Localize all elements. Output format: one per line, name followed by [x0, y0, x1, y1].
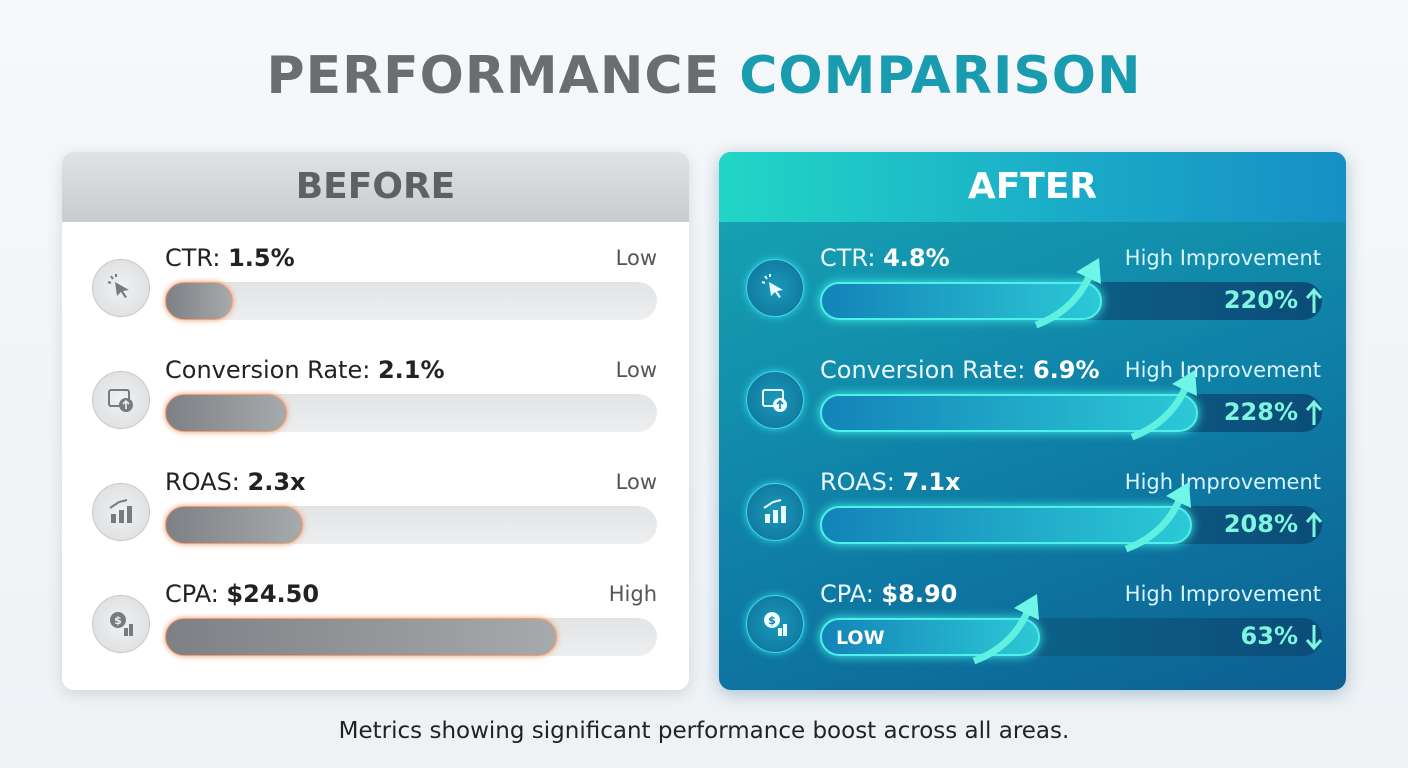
after-panel: AFTER CTR: 4.8% High Improvement 220% Conver… [719, 152, 1346, 690]
after-heading: AFTER [719, 152, 1346, 222]
metric-label: ROAS: 7.1x [820, 468, 961, 496]
bar-fill [165, 506, 303, 544]
icon-graphic [763, 499, 786, 523]
metric-label: ROAS: 2.3x [165, 468, 306, 496]
icon-graphic: $ [764, 612, 787, 636]
icon-graphic [108, 389, 133, 412]
bar-track [165, 506, 657, 544]
arrow-icon [1305, 399, 1323, 425]
metric-icon: $ [746, 595, 804, 653]
metric-name: CTR: [820, 244, 876, 272]
metric-value: 1.5% [228, 244, 295, 272]
change-arrow [1304, 286, 1324, 320]
swoosh-graphic [1034, 258, 1101, 329]
swoosh-arrow [1121, 474, 1211, 558]
metric-label: CPA: $8.90 [820, 580, 957, 608]
level-label: Low [615, 358, 657, 382]
level-label: Low [615, 470, 657, 494]
metric-icon [92, 483, 150, 541]
metric-name: ROAS: [165, 468, 240, 496]
title: PERFORMANCE COMPARISON [0, 46, 1408, 106]
swoosh-graphic [1124, 482, 1191, 553]
status-label: High Improvement [1124, 358, 1321, 382]
change-arrow [1304, 510, 1324, 544]
metric-icon [92, 259, 150, 317]
bar-fill [820, 394, 1198, 432]
metric-value: 2.3x [247, 468, 306, 496]
bar-track [820, 506, 1322, 544]
icon-graphic [761, 274, 783, 298]
arrow-icon [1305, 625, 1323, 651]
title-second: COMPARISON [739, 46, 1142, 106]
svg-text:$: $ [114, 614, 122, 627]
metric-icon [746, 483, 804, 541]
bar-track [165, 618, 657, 656]
metric-value: $8.90 [881, 580, 958, 608]
metric-name: CPA: [820, 580, 874, 608]
bar-fill [165, 618, 557, 656]
metric-value: 6.9% [1032, 356, 1100, 384]
bar-fill [165, 282, 233, 320]
metric-value: 2.1% [377, 356, 445, 384]
status-label: High Improvement [1124, 582, 1321, 606]
bar-track [165, 282, 657, 320]
before-panel: BEFORE CTR: 1.5% Low Conversion Rate: 2.1% L… [62, 152, 689, 690]
metric-name: Conversion Rate: [165, 356, 371, 384]
metric-icon: $ [92, 595, 150, 653]
metric-name: Conversion Rate: [820, 356, 1026, 384]
change-label: 208% [1223, 510, 1298, 538]
metric-icon [746, 371, 804, 429]
metric-label: CTR: 1.5% [165, 244, 295, 272]
metric-label: CPA: $24.50 [165, 580, 319, 608]
bar-track: LOW [820, 618, 1322, 656]
svg-text:$: $ [768, 614, 776, 627]
arrow-icon [1305, 287, 1323, 313]
swoosh-arrow [969, 586, 1059, 670]
metric-name: ROAS: [820, 468, 895, 496]
swoosh-arrow [1127, 362, 1217, 446]
icon-graphic: $ [110, 612, 133, 636]
title-first: PERFORMANCE [266, 46, 721, 106]
change-arrow [1304, 622, 1324, 656]
metric-value: $24.50 [226, 580, 320, 608]
bar-track [820, 394, 1322, 432]
metric-icon [746, 259, 804, 317]
bar-track [165, 394, 657, 432]
caption: Metrics showing significant performance … [338, 718, 1070, 744]
before-heading: BEFORE [62, 152, 689, 222]
change-arrow [1304, 398, 1324, 432]
metric-value: 7.1x [902, 468, 961, 496]
change-label: 228% [1223, 398, 1298, 426]
status-label: High Improvement [1124, 246, 1321, 270]
metric-name: CTR: [165, 244, 221, 272]
metric-label: CTR: 4.8% [820, 244, 950, 272]
swoosh-graphic [972, 594, 1039, 665]
bar-fill: LOW [820, 618, 1040, 656]
icon-graphic [762, 389, 787, 412]
icon-graphic [107, 274, 129, 298]
swoosh-arrow [1031, 250, 1121, 334]
bar-fill [820, 506, 1192, 544]
icon-graphic [109, 499, 132, 523]
metric-icon [92, 371, 150, 429]
metric-name: CPA: [165, 580, 219, 608]
swoosh-graphic [1130, 370, 1197, 441]
metric-label: Conversion Rate: 6.9% [820, 356, 1100, 384]
metric-label: Conversion Rate: 2.1% [165, 356, 445, 384]
change-label: 63% [1240, 622, 1298, 650]
arrow-icon [1305, 511, 1323, 537]
bar-fill [165, 394, 287, 432]
change-label: 220% [1223, 286, 1298, 314]
metric-value: 4.8% [883, 244, 950, 272]
level-label: Low [615, 246, 657, 270]
badge: LOW [836, 627, 885, 649]
status-label: High Improvement [1124, 470, 1321, 494]
level-label: High [608, 582, 657, 606]
